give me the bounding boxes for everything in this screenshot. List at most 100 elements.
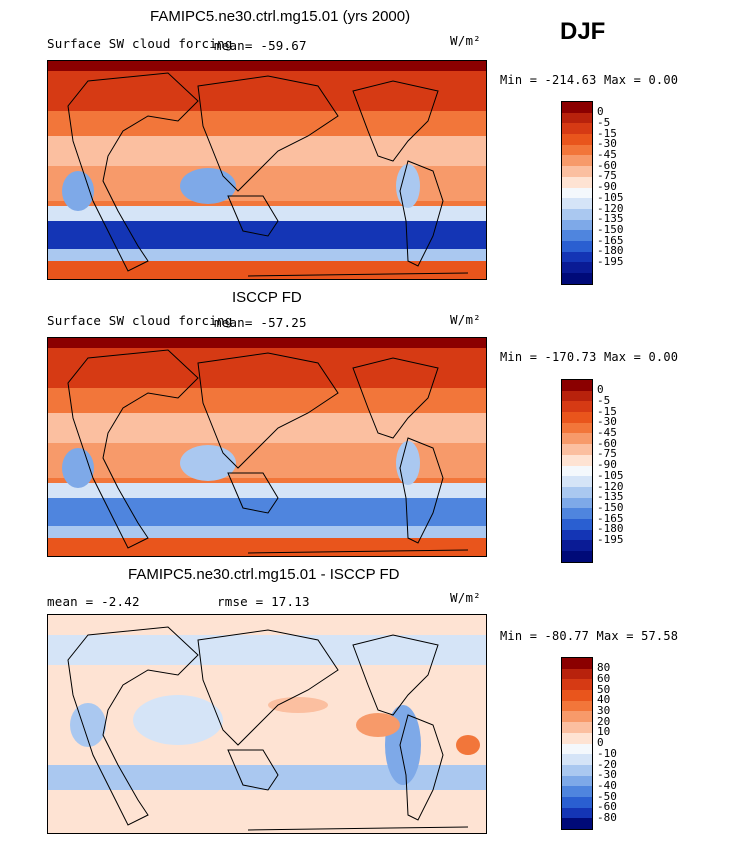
- colorbar-segment: [562, 508, 592, 519]
- colorbar-segment: [562, 754, 592, 765]
- colorbar-segment: [562, 422, 592, 434]
- colorbar-segment: [562, 273, 592, 284]
- panel3-colorbar: [561, 657, 593, 831]
- colorbar-segment: [562, 155, 592, 167]
- panel2-minmax: Min = -170.73 Max = 0.00: [500, 350, 679, 364]
- panel3-mean: mean = -2.42: [47, 594, 140, 609]
- colorbar-tick-label: -120: [597, 201, 624, 215]
- colorbar-tick-label: -180: [597, 522, 624, 536]
- colorbar-segment: [562, 476, 592, 487]
- panel3-units: W/m²: [450, 590, 481, 605]
- panel2-mean: mean= -57.25: [214, 315, 307, 330]
- colorbar-tick-label: -105: [597, 468, 624, 482]
- colorbar-segment: [562, 775, 592, 787]
- colorbar-segment: [562, 551, 592, 562]
- colorbar-tick-label: -120: [597, 479, 624, 493]
- panel3-title: FAMIPC5.ne30.ctrl.mg15.01 - ISCCP FD: [128, 566, 400, 583]
- colorbar-segment: [562, 732, 592, 744]
- colorbar-segment: [562, 219, 592, 231]
- colorbar-tick-label: -45: [597, 426, 617, 439]
- colorbar-segment: [562, 796, 592, 808]
- colorbar-segment: [562, 711, 592, 723]
- colorbar-segment: [562, 486, 592, 498]
- colorbar-tick-label: -80: [597, 811, 617, 824]
- colorbar-tick-label: 80: [597, 661, 611, 675]
- colorbar-segment: [562, 176, 592, 188]
- colorbar-tick-label: -165: [597, 511, 624, 525]
- panel2-map: [47, 337, 487, 557]
- colorbar-segment: [562, 518, 592, 530]
- colorbar-segment: [562, 818, 592, 829]
- colorbar-segment: [562, 390, 592, 402]
- colorbar-tick-label: -5: [597, 115, 611, 129]
- season-label: DJF: [560, 18, 606, 45]
- panel1-title: FAMIPC5.ne30.ctrl.mg15.01 (yrs 2000): [150, 8, 411, 25]
- colorbar-tick-label: 0: [597, 383, 604, 397]
- panel3-map: [47, 614, 487, 834]
- colorbar-segment: [562, 465, 592, 477]
- colorbar-segment: [562, 454, 592, 466]
- colorbar-segment: [562, 251, 592, 263]
- colorbar-tick-label: 10: [597, 725, 611, 739]
- colorbar-tick-label: -15: [597, 404, 617, 418]
- colorbar-tick-label: 20: [597, 714, 611, 728]
- colorbar-segment: [562, 722, 592, 733]
- colorbar-segment: [562, 380, 592, 391]
- colorbar-segment: [562, 668, 592, 680]
- colorbar-tick-label: -60: [597, 158, 617, 172]
- colorbar-tick-label: -150: [597, 222, 624, 236]
- colorbar-segment: [562, 786, 592, 797]
- colorbar-tick-label: -60: [597, 800, 617, 814]
- colorbar-tick-label: -135: [597, 212, 624, 226]
- colorbar-tick-label: 0: [597, 105, 604, 119]
- colorbar-segment: [562, 807, 592, 819]
- colorbar-tick-label: -15: [597, 126, 617, 140]
- colorbar-tick-label: 50: [597, 682, 611, 696]
- panel3-rmse: rmse = 17.13: [217, 594, 310, 609]
- colorbar-tick-label: -180: [597, 244, 624, 258]
- colorbar-segment: [562, 208, 592, 220]
- colorbar-tick-label: -75: [597, 447, 617, 461]
- colorbar-tick-label: -75: [597, 169, 617, 183]
- colorbar-segment: [562, 112, 592, 124]
- colorbar-segment: [562, 764, 592, 776]
- colorbar-segment: [562, 187, 592, 199]
- colorbar-segment: [562, 198, 592, 209]
- panel3-minmax: Min = -80.77 Max = 57.58: [500, 629, 679, 643]
- panel1-colorbar: [561, 101, 593, 285]
- panel2-title: ISCCP FD: [232, 289, 302, 306]
- colorbar-segment: [562, 444, 592, 455]
- colorbar-tick-label: 30: [597, 704, 611, 717]
- panel2-units: W/m²: [450, 312, 481, 327]
- colorbar-segment: [562, 679, 592, 691]
- colorbar-segment: [562, 166, 592, 177]
- colorbar-tick-label: -90: [597, 458, 617, 472]
- colorbar-tick-label: 0: [597, 736, 604, 750]
- panel2-colorbar: [561, 379, 593, 563]
- colorbar-tick-label: -195: [597, 255, 624, 268]
- colorbar-tick-label: -135: [597, 490, 624, 504]
- colorbar-tick-label: 60: [597, 671, 611, 685]
- colorbar-tick-label: -10: [597, 746, 617, 760]
- colorbar-segment: [562, 658, 592, 669]
- panel1-minmax: Min = -214.63 Max = 0.00: [500, 73, 679, 87]
- colorbar-segment: [562, 743, 592, 755]
- colorbar-segment: [562, 144, 592, 156]
- panel2-variable: Surface SW cloud forcing: [47, 313, 233, 328]
- panel1-map: [47, 60, 487, 280]
- colorbar-tick-label: -30: [597, 768, 617, 782]
- colorbar-tick-label: -5: [597, 393, 611, 407]
- colorbar-segment: [562, 433, 592, 445]
- colorbar-tick-label: -105: [597, 190, 624, 204]
- colorbar-segment: [562, 540, 592, 551]
- colorbar-tick-label: -90: [597, 180, 617, 194]
- panel1-units: W/m²: [450, 33, 481, 48]
- colorbar-segment: [562, 401, 592, 413]
- panel1-mean: mean= -59.67: [214, 38, 307, 53]
- colorbar-segment: [562, 690, 592, 701]
- colorbar-tick-label: -50: [597, 789, 617, 803]
- colorbar-tick-label: -40: [597, 778, 617, 792]
- colorbar-segment: [562, 102, 592, 113]
- colorbar-segment: [562, 412, 592, 423]
- colorbar-tick-label: -30: [597, 137, 617, 151]
